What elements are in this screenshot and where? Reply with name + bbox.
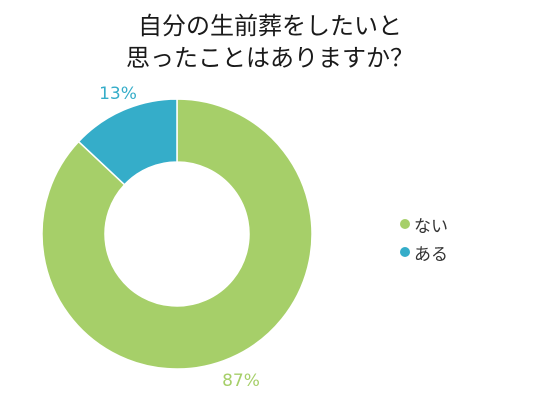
legend-swatch-aru: [400, 247, 410, 257]
chart-legend: ない ある: [400, 210, 448, 266]
data-label-nai: 87%: [222, 371, 260, 391]
donut-slice-nai: [41, 98, 313, 370]
data-label-aru: 13%: [99, 84, 137, 104]
chart-title: 自分の生前葬をしたいと 思ったことはありますか？: [0, 10, 540, 74]
chart-title-line-2: 思ったことはありますか？: [126, 44, 414, 72]
legend-item-nai: ない: [400, 210, 448, 238]
legend-label-aru: ある: [414, 244, 448, 265]
legend-item-aru: ある: [400, 238, 448, 266]
legend-swatch-nai: [400, 219, 410, 229]
legend-label-nai: ない: [414, 216, 448, 237]
donut-slice-aru: [77, 98, 178, 186]
chart-title-line-1: 自分の生前葬をしたいと: [138, 12, 402, 40]
